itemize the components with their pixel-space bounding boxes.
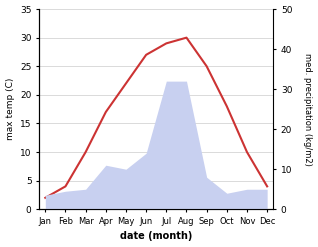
Y-axis label: med. precipitation (kg/m2): med. precipitation (kg/m2) bbox=[303, 53, 313, 165]
X-axis label: date (month): date (month) bbox=[120, 231, 192, 242]
Y-axis label: max temp (C): max temp (C) bbox=[5, 78, 15, 140]
